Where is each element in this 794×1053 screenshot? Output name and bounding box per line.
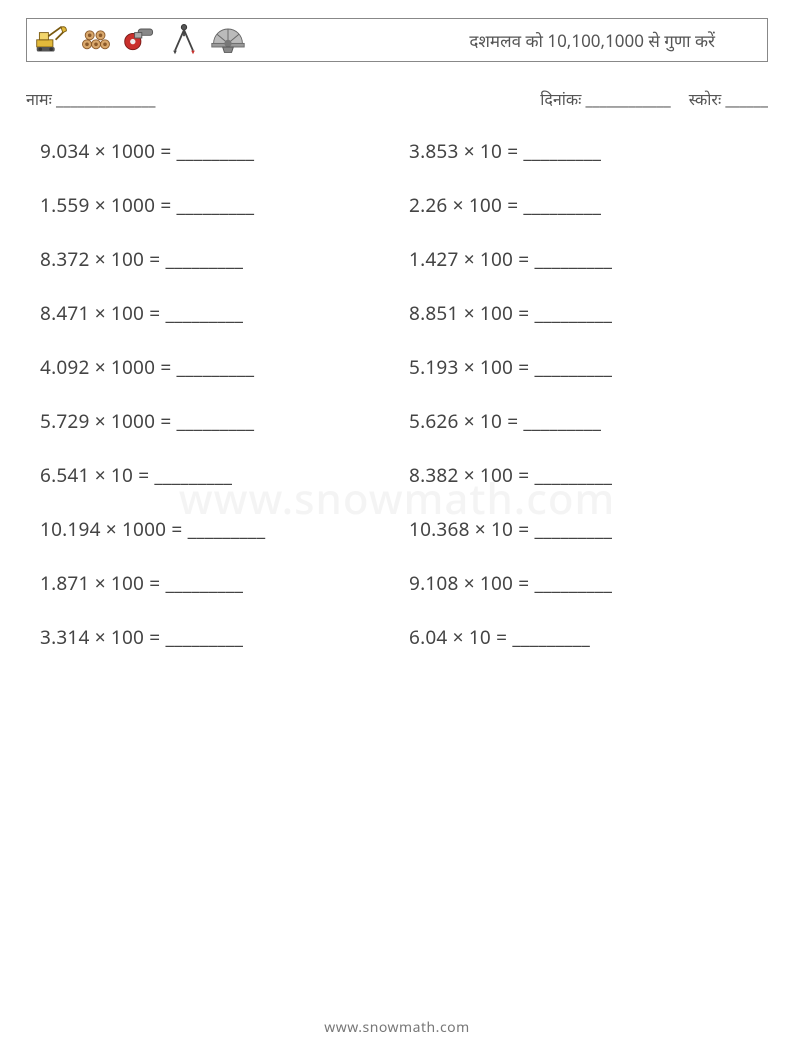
compass-icon: [165, 20, 203, 61]
problem-right-7: 8.382 × 100 = _________: [409, 462, 768, 488]
wood-pile-icon: [77, 20, 115, 61]
problem-right-6: 5.626 × 10 = _________: [409, 408, 768, 434]
problem-left-10: 3.314 × 100 = _________: [40, 624, 399, 650]
problem-right-4: 8.851 × 100 = _________: [409, 300, 768, 326]
problem-left-2: 1.559 × 1000 = _________: [40, 192, 399, 218]
problem-left-7: 6.541 × 10 = _________: [40, 462, 399, 488]
worksheet-page: दशमलव को 10,100,1000 से गुणा करें नामः _…: [0, 0, 794, 1053]
grinder-icon: [121, 20, 159, 61]
name-field: नामः ______________: [26, 88, 155, 110]
problem-right-9: 9.108 × 100 = _________: [409, 570, 768, 596]
meta-row: नामः ______________ दिनांकः ____________…: [26, 88, 768, 110]
worksheet-title: दशमलव को 10,100,1000 से गुणा करें: [469, 29, 755, 52]
excavator-icon: [33, 20, 71, 61]
header-icons: [33, 20, 247, 61]
problem-right-3: 1.427 × 100 = _________: [409, 246, 768, 272]
problem-right-5: 5.193 × 100 = _________: [409, 354, 768, 380]
problem-left-9: 1.871 × 100 = _________: [40, 570, 399, 596]
problem-right-1: 3.853 × 10 = _________: [409, 138, 768, 164]
problem-left-5: 4.092 × 1000 = _________: [40, 354, 399, 380]
problem-right-10: 6.04 × 10 = _________: [409, 624, 768, 650]
score-field: स्कोरः ______: [689, 88, 768, 110]
problem-left-1: 9.034 × 1000 = _________: [40, 138, 399, 164]
circular-saw-icon: [209, 20, 247, 61]
problems-grid: 9.034 × 1000 = _________ 3.853 × 10 = __…: [26, 138, 768, 650]
date-field: दिनांकः ____________: [540, 88, 671, 110]
header-box: दशमलव को 10,100,1000 से गुणा करें: [26, 18, 768, 62]
problem-left-6: 5.729 × 1000 = _________: [40, 408, 399, 434]
problem-left-4: 8.471 × 100 = _________: [40, 300, 399, 326]
problem-right-2: 2.26 × 100 = _________: [409, 192, 768, 218]
footer-url: www.snowmath.com: [0, 1018, 794, 1037]
problem-right-8: 10.368 × 10 = _________: [409, 516, 768, 542]
problem-left-3: 8.372 × 100 = _________: [40, 246, 399, 272]
problem-left-8: 10.194 × 1000 = _________: [40, 516, 399, 542]
